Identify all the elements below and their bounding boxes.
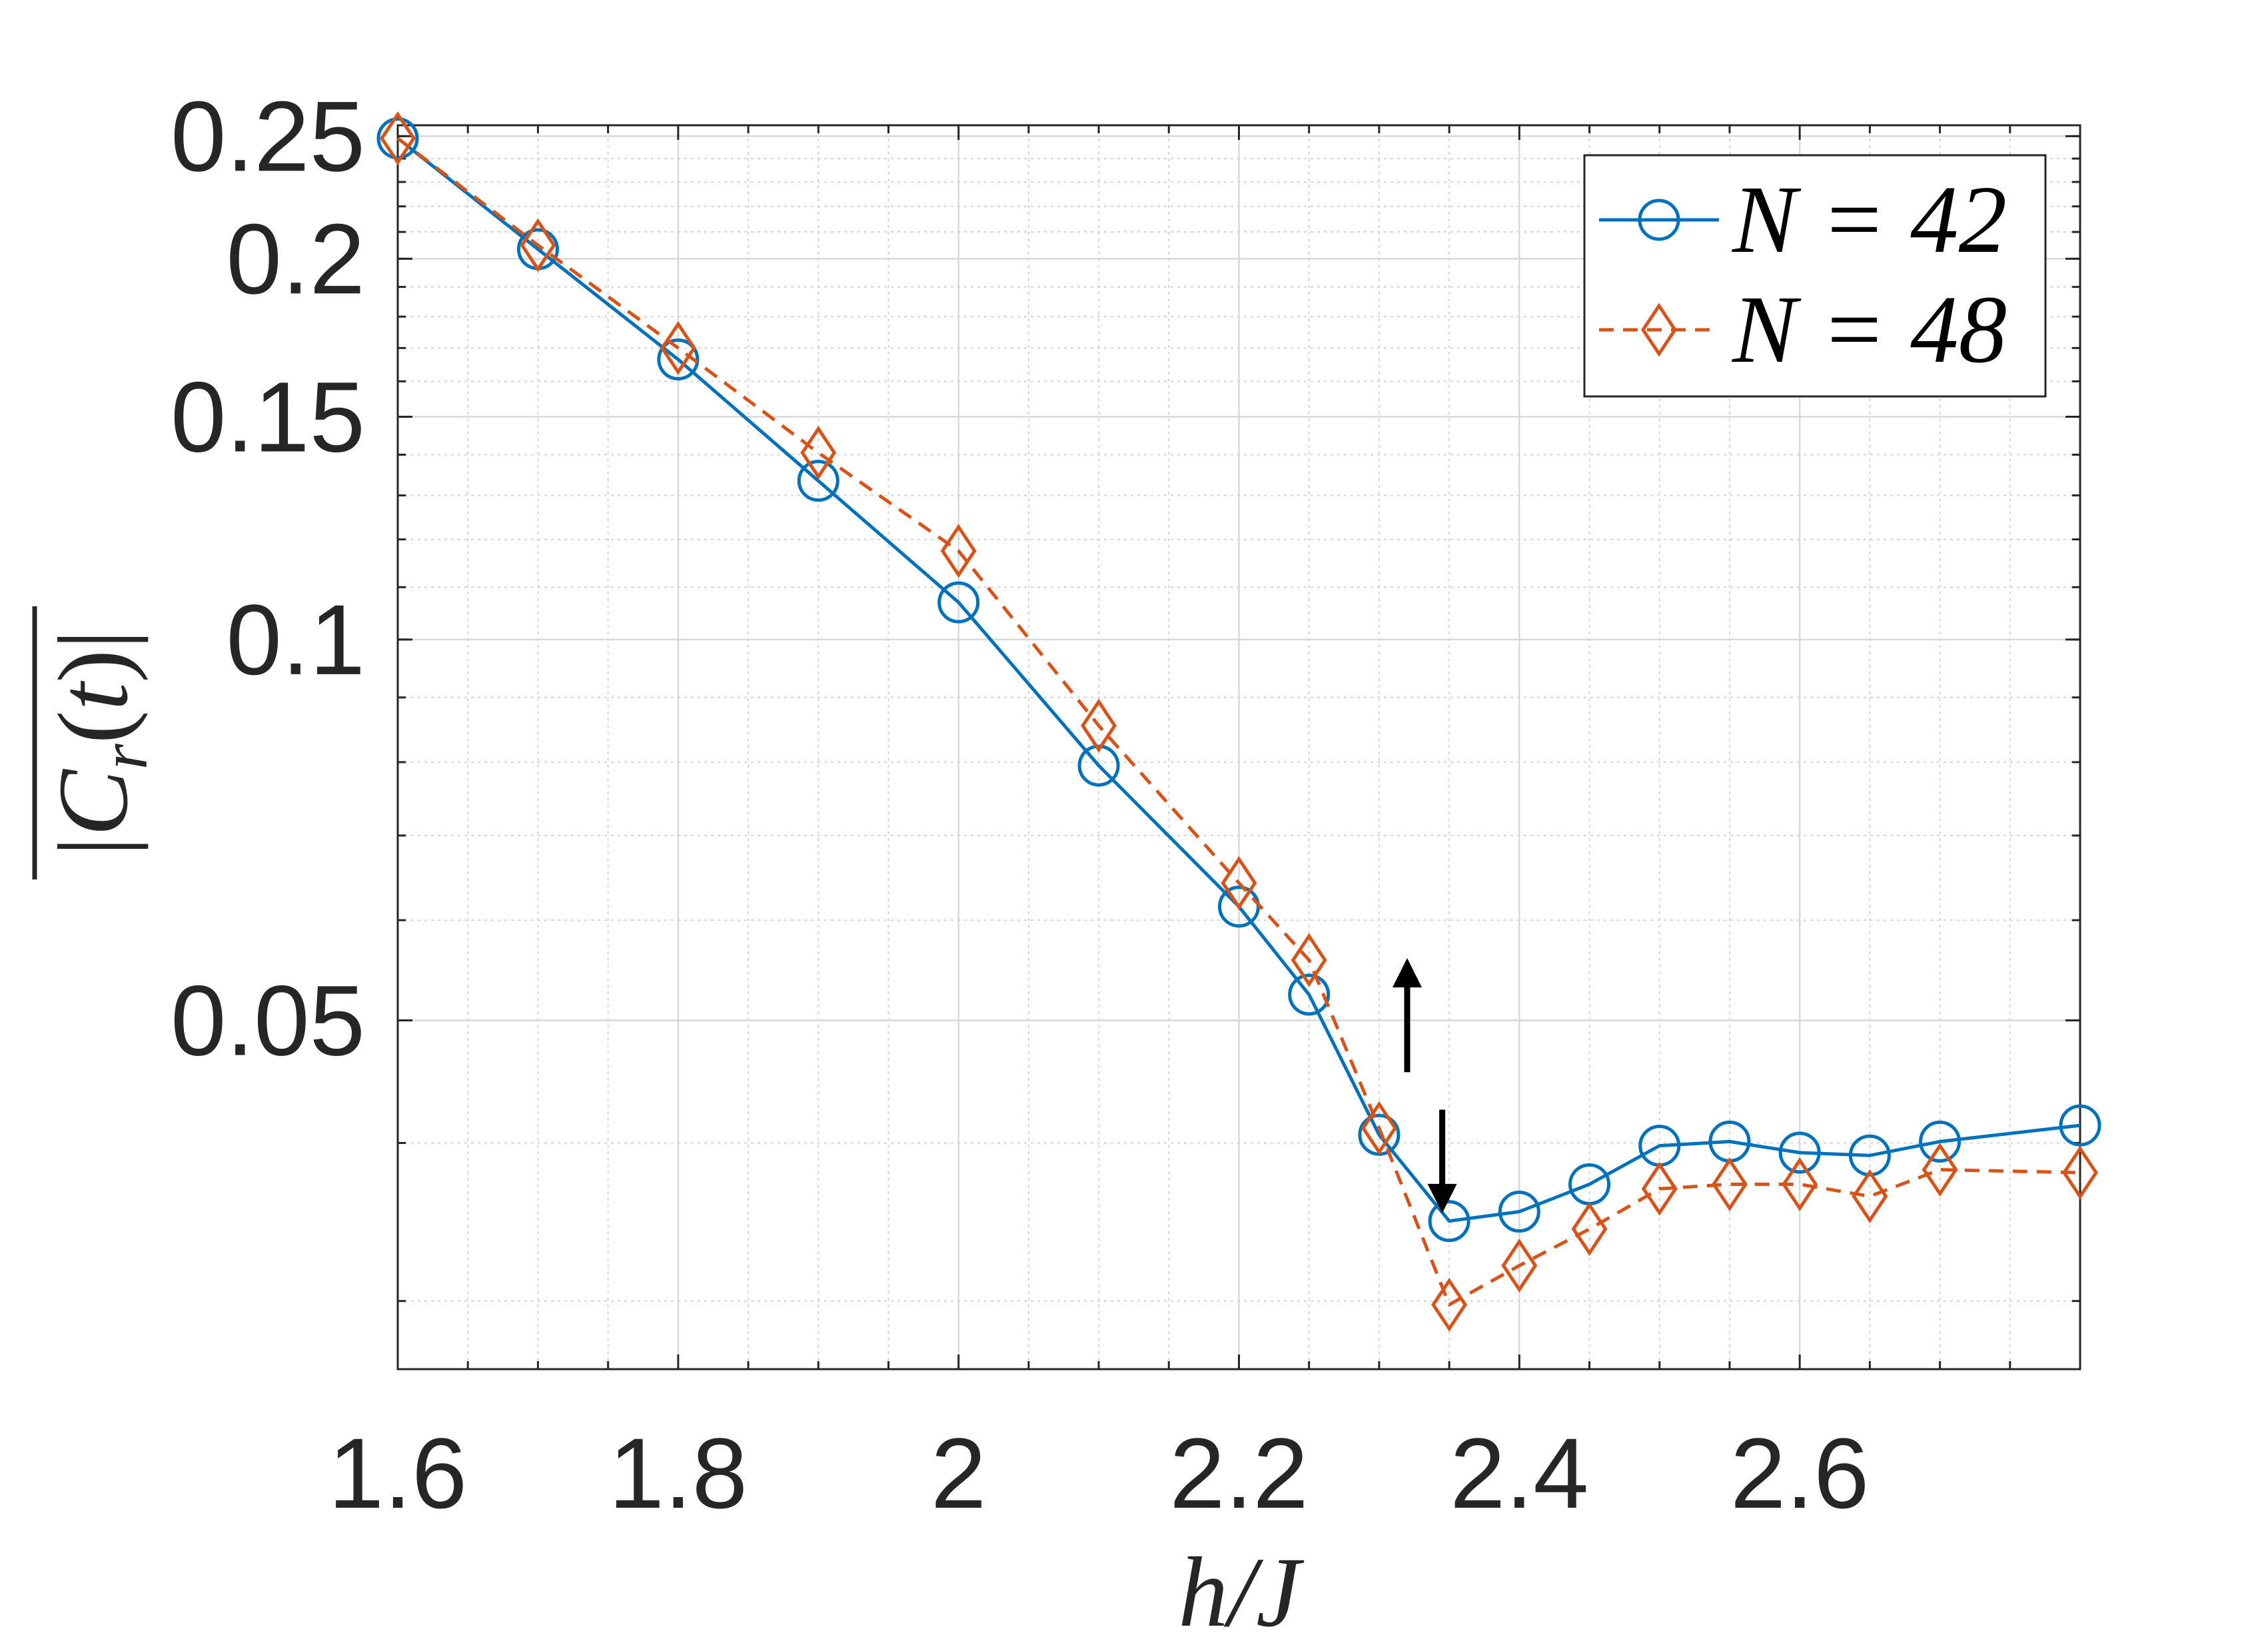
data-point-diamond xyxy=(800,426,837,480)
data-point-circle xyxy=(1778,1131,1821,1174)
x-tick-label: 1.6 xyxy=(328,1417,468,1529)
data-point-circle xyxy=(1498,1191,1540,1233)
x-tick-label: 2.6 xyxy=(1730,1417,1870,1529)
data-point-circle xyxy=(797,460,840,502)
x-tick-label: 1.8 xyxy=(609,1417,748,1529)
x-tick-label: 2.2 xyxy=(1169,1417,1309,1529)
data-point-circle xyxy=(657,338,700,381)
data-point-diamond xyxy=(940,524,977,578)
x-tick-label: 2.4 xyxy=(1450,1417,1589,1529)
data-point-diamond xyxy=(660,320,696,375)
data-point-diamond xyxy=(1640,302,1678,357)
data-point-diamond xyxy=(1641,1161,1678,1216)
legend-entry-n48: N = 48 xyxy=(1599,276,2007,383)
legend-box xyxy=(1583,154,2047,398)
y-tick-label: 0.2 xyxy=(226,203,365,314)
x-tick-label: 2 xyxy=(931,1417,986,1529)
data-point-diamond xyxy=(379,111,416,166)
data-point-circle xyxy=(1638,199,1680,241)
series xyxy=(376,111,2101,1332)
data-point-diamond xyxy=(1782,1157,1818,1212)
data-point-circle xyxy=(937,581,980,624)
data-point-diamond xyxy=(1291,933,1327,987)
data-point-circle xyxy=(376,117,419,160)
data-point-diamond xyxy=(1852,1169,1888,1224)
y-tick-label: 0.15 xyxy=(171,361,365,473)
data-point-circle xyxy=(1077,744,1120,787)
data-point-diamond xyxy=(1711,1157,1748,1212)
arrow-down xyxy=(1427,1109,1457,1213)
data-point-circle xyxy=(1428,1200,1470,1243)
data-point-diamond xyxy=(1361,1101,1397,1155)
y-tick-label: 0.25 xyxy=(171,80,365,192)
y-tick-labels: 0.05 0.1 0.15 0.20.25 xyxy=(171,80,365,1076)
series-line xyxy=(396,137,2081,1307)
data-point-diamond xyxy=(1501,1238,1538,1293)
arrow-up xyxy=(1393,958,1422,1073)
y-tick-label: 0.1 xyxy=(226,584,365,696)
data-point-diamond xyxy=(1431,1277,1468,1332)
data-point-diamond xyxy=(2061,1145,2099,1200)
series-n48 xyxy=(379,111,2099,1332)
data-point-circle xyxy=(2059,1104,2101,1147)
x-tick-labels: 1.6 1.8 2 2.2 2.4 2.6 xyxy=(328,1417,1870,1529)
data-point-circle xyxy=(1288,973,1331,1016)
data-point-diamond xyxy=(1221,855,1257,910)
y-axis-label: |Cr(t)| xyxy=(32,606,161,879)
data-point-diamond xyxy=(1922,1143,1958,1197)
svg-text:|Cr(t)|: |Cr(t)| xyxy=(38,630,161,857)
series-line xyxy=(396,137,2081,1223)
legend-entry-n42: N = 42 xyxy=(1599,167,2007,273)
arrow-head xyxy=(1427,1183,1457,1213)
legend: N = 42N = 48 xyxy=(1583,154,2047,398)
legend-label: N = 48 xyxy=(1731,276,2007,383)
y-tick-label: 0.05 xyxy=(171,964,365,1076)
data-point-diamond xyxy=(1081,698,1117,753)
legend-label: N = 42 xyxy=(1731,167,2007,273)
annotations xyxy=(1393,958,1457,1213)
x-axis-label: h/J xyxy=(1178,1537,1305,1648)
data-point-circle xyxy=(1919,1120,1962,1163)
data-point-diamond xyxy=(520,218,556,273)
series-n42 xyxy=(376,117,2101,1243)
data-point-diamond xyxy=(1571,1202,1608,1257)
tick-marks xyxy=(396,125,2081,1369)
arrow-head xyxy=(1393,958,1422,988)
